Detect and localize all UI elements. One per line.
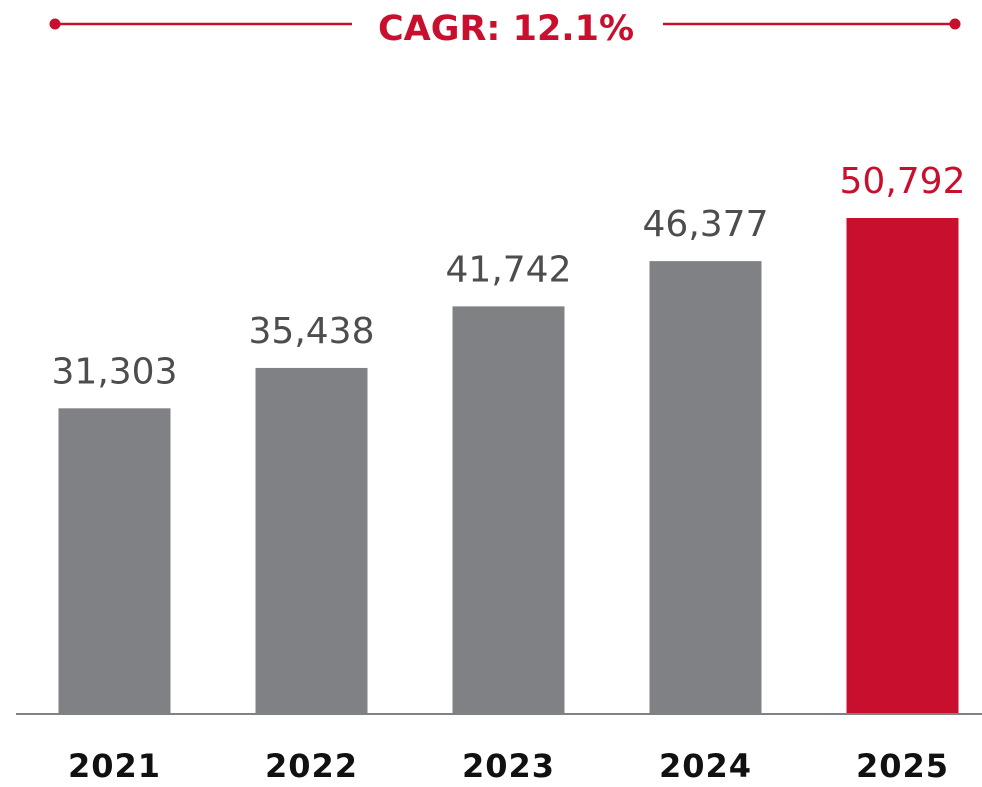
value-label: 31,303 xyxy=(52,351,178,392)
bar xyxy=(649,261,762,714)
value-label: 50,792 xyxy=(840,161,966,202)
bar xyxy=(255,367,368,714)
cagr-dot xyxy=(49,18,61,30)
bar xyxy=(452,306,565,714)
value-label: 41,742 xyxy=(446,249,572,290)
value-label: 35,438 xyxy=(249,311,375,352)
bar xyxy=(58,408,171,714)
x-tick-label: 2023 xyxy=(462,747,555,785)
cagr-dot xyxy=(949,18,961,30)
value-label: 46,377 xyxy=(643,204,769,245)
x-tick-label: 2022 xyxy=(265,747,358,785)
bar xyxy=(846,218,959,714)
cagr-annotation: CAGR: 12.1% xyxy=(378,9,634,49)
x-tick-label: 2025 xyxy=(856,747,949,785)
x-tick-label: 2024 xyxy=(659,747,752,785)
x-tick-label: 2021 xyxy=(68,747,161,785)
